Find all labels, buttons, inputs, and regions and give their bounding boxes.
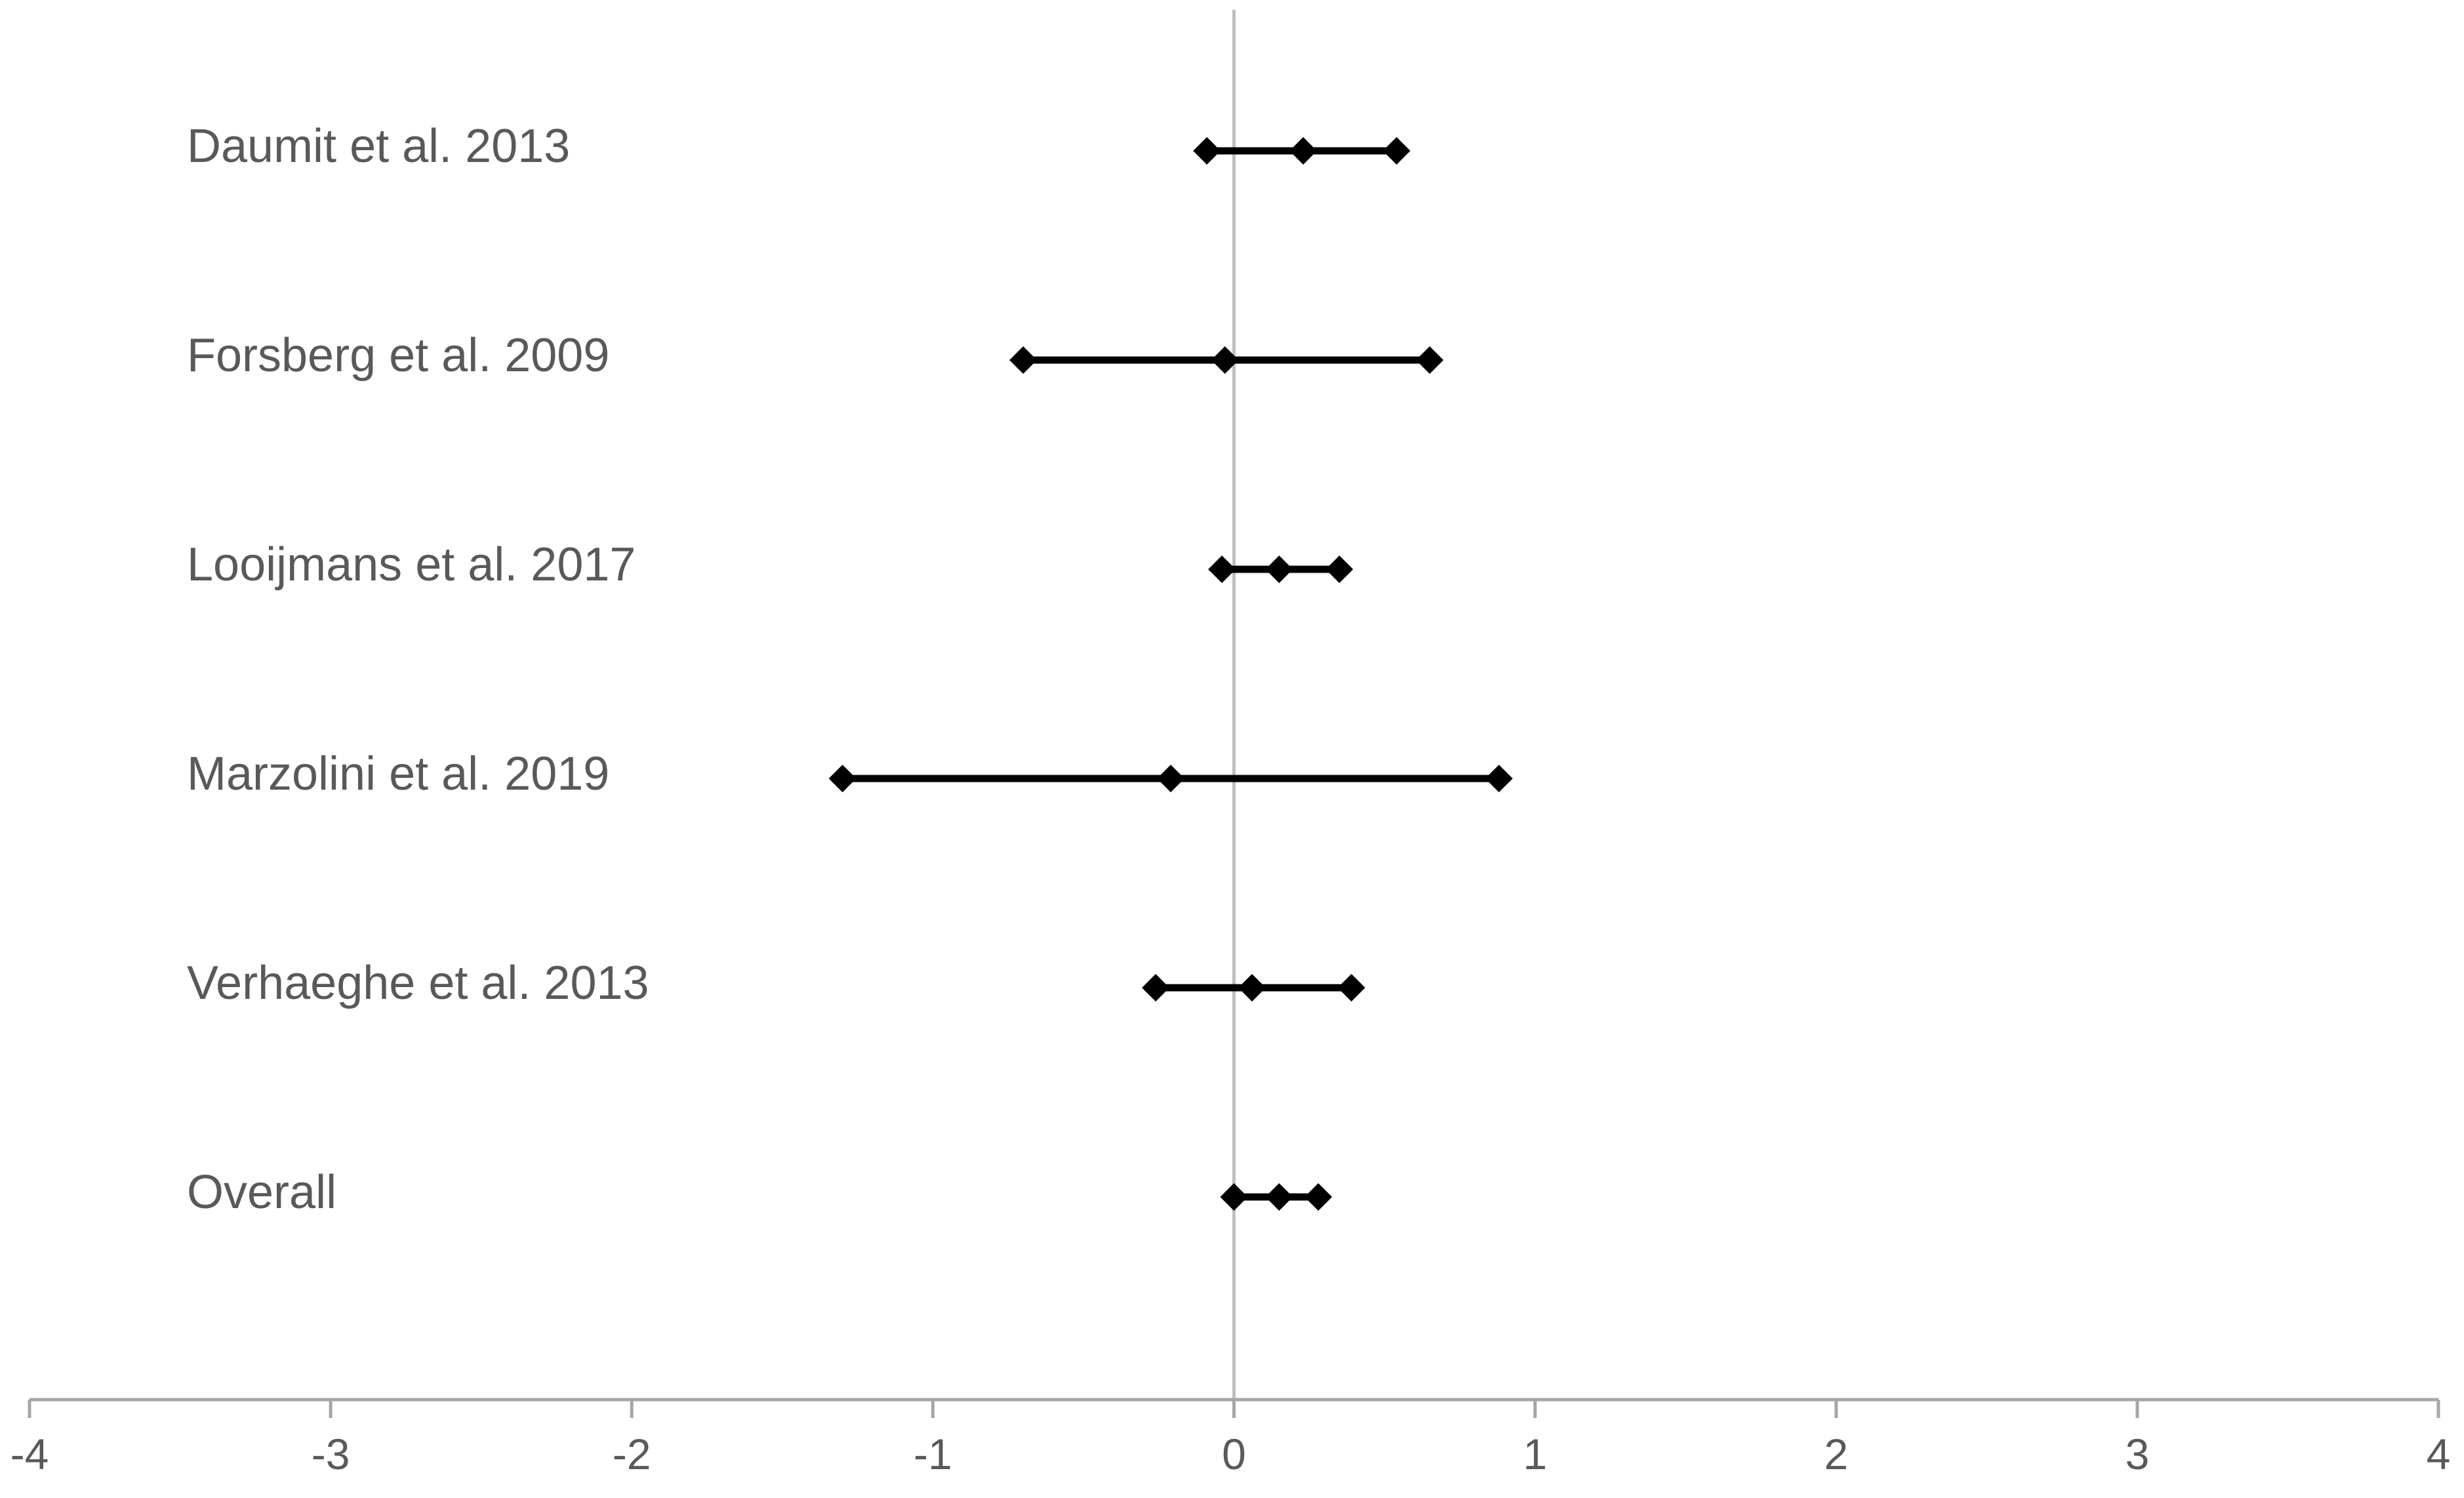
x-tick-label: -2 [613, 1430, 651, 1478]
ci-lower-marker [1208, 556, 1236, 583]
ci-upper-marker [1485, 765, 1513, 792]
study-row: Verhaeghe et al. 2013 [187, 957, 1365, 1009]
x-tick-label: -1 [914, 1430, 952, 1478]
study-row: Marzolini et al. 2019 [187, 748, 1513, 800]
estimate-marker [1157, 765, 1185, 792]
ci-lower-marker [1142, 974, 1170, 1002]
study-label: Looijmans et al. 2017 [187, 538, 636, 591]
ci-lower-marker [1193, 137, 1221, 165]
ci-upper-marker [1415, 346, 1444, 374]
x-tick-label: 4 [2427, 1430, 2451, 1478]
ci-upper-marker [1325, 556, 1354, 583]
study-label: Forsberg et al. 2009 [187, 329, 609, 382]
estimate-marker [1265, 1183, 1293, 1211]
study-label: Daumit et al. 2013 [187, 120, 570, 172]
study-row: Looijmans et al. 2017 [187, 538, 1354, 591]
study-label: Overall [187, 1166, 336, 1219]
study-row: Daumit et al. 2013 [187, 120, 1411, 172]
estimate-marker [1211, 346, 1239, 374]
ci-upper-marker [1337, 974, 1365, 1002]
ci-upper-marker [1383, 137, 1411, 165]
x-tick-label: 2 [1824, 1430, 1848, 1478]
estimate-marker [1289, 137, 1318, 165]
estimate-marker [1265, 556, 1293, 583]
x-tick-label: 0 [1222, 1430, 1246, 1478]
study-row: Forsberg et al. 2009 [187, 329, 1444, 382]
study-label: Marzolini et al. 2019 [187, 748, 609, 800]
ci-lower-marker [1009, 346, 1038, 374]
study-rows: Daumit et al. 2013 Forsberg et al. 2009 Lo… [187, 120, 1513, 1219]
ci-upper-marker [1304, 1183, 1333, 1211]
x-tick-label: -3 [312, 1430, 350, 1478]
x-tick-label: 1 [1523, 1430, 1547, 1478]
x-tick-label: 3 [2126, 1430, 2150, 1478]
ci-lower-marker [828, 765, 857, 792]
x-tick-label: -4 [10, 1430, 49, 1478]
estimate-marker [1238, 974, 1266, 1002]
x-axis-ticks: -4 -3 -2 -1 0 1 2 3 4 [10, 1400, 2451, 1478]
ci-lower-marker [1220, 1183, 1248, 1211]
study-label: Verhaeghe et al. 2013 [187, 957, 649, 1009]
study-row: Overall [187, 1166, 1333, 1219]
